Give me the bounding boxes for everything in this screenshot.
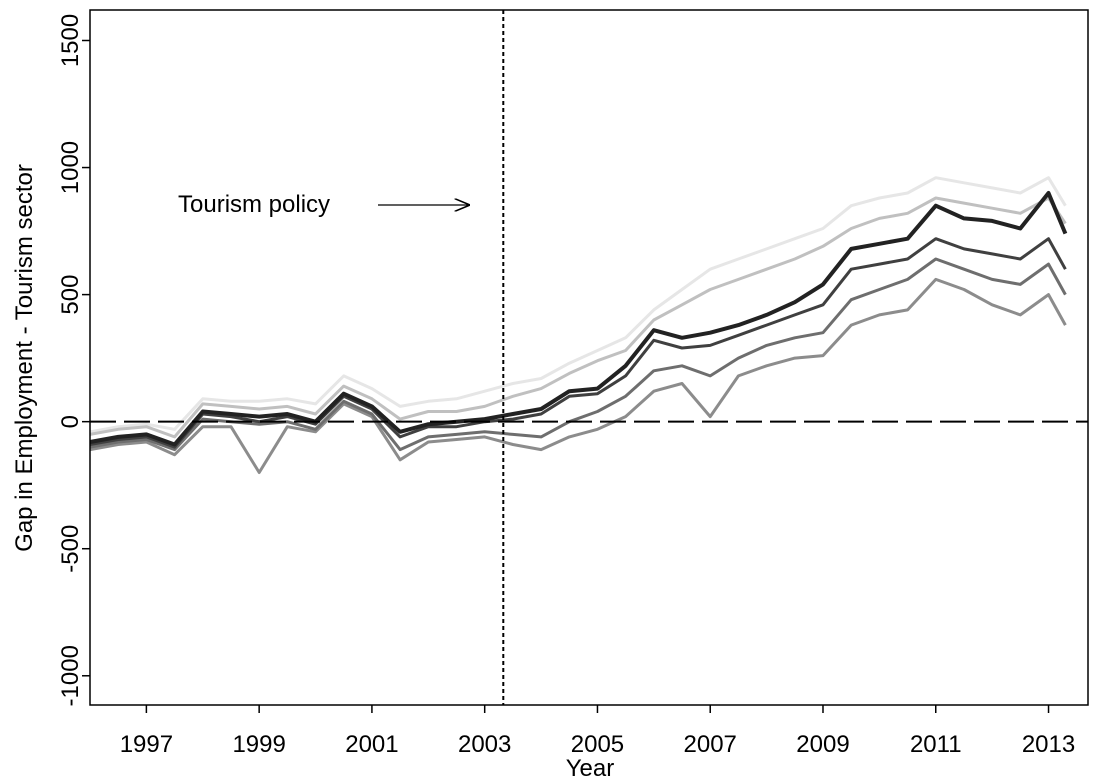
y-tick-label: -500 [57,525,84,573]
x-tick-label: 1999 [232,731,285,758]
x-tick-label: 2007 [684,731,737,758]
series-line [89,277,1067,474]
y-tick-label: 1500 [57,14,84,67]
y-tick-label: 0 [57,415,84,428]
x-axis-label: Year [566,755,615,782]
y-tick-label: 1000 [57,141,84,194]
x-tick-label: 2005 [571,731,624,758]
series-line [89,191,1068,447]
y-axis-label: Gap in Employment - Tourism sector [11,164,38,552]
series-line [89,176,1067,434]
plot-frame [89,9,1089,706]
series-line [89,257,1067,452]
x-tick-label: 2011 [910,731,962,758]
x-tick-label: 2013 [1022,731,1075,758]
x-tick-label: 1997 [120,731,173,758]
series-line [89,196,1067,439]
y-tick-label: -1000 [57,645,84,706]
annotation: Tourism policy [178,191,330,218]
x-tick-label: 2003 [458,731,511,758]
y-tick-label: 500 [57,275,84,315]
series-line [89,237,1067,449]
x-tick-label: 2009 [796,731,849,758]
x-tick-label: 2001 [345,731,398,758]
